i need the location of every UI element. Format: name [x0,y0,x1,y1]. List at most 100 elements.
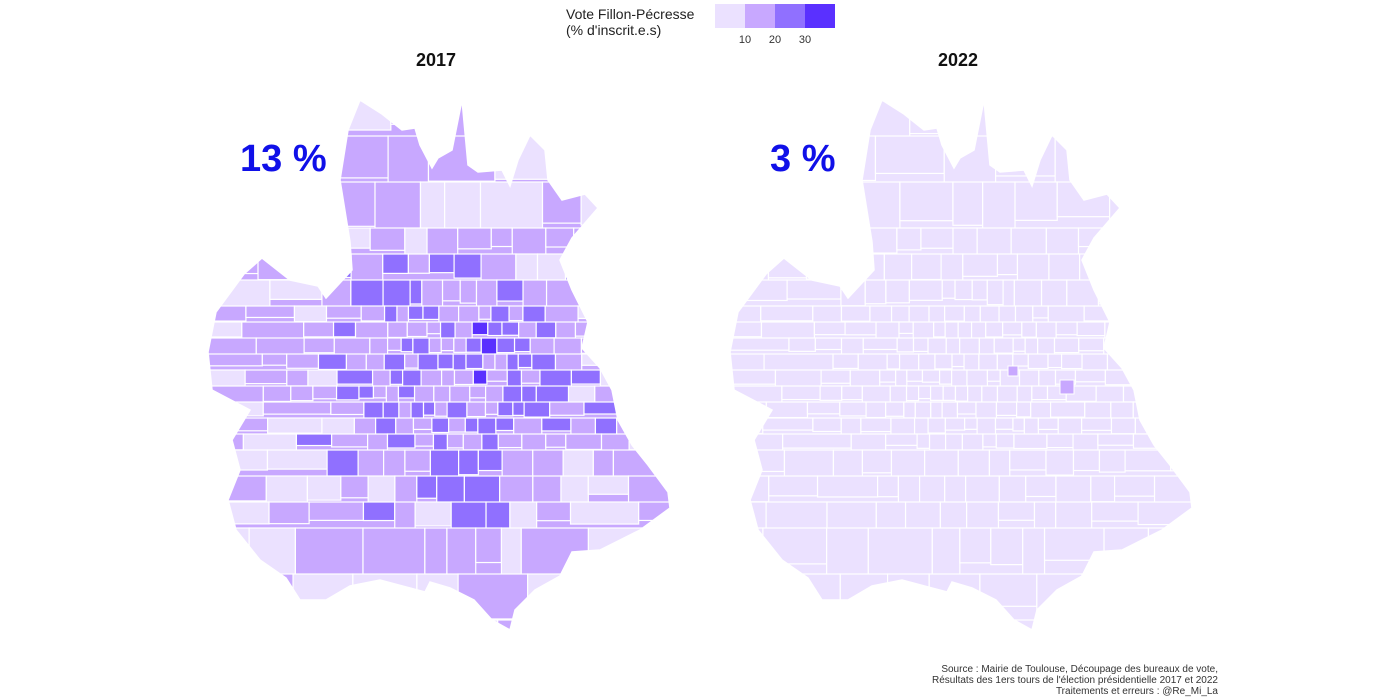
district-cell [666,385,670,401]
district-cell [545,279,583,309]
district-cell [1045,227,1080,257]
district-cell [1124,253,1167,274]
district-cell [1200,228,1202,258]
district-cell [1113,475,1156,497]
district-cell [590,100,634,136]
district-cell [1081,417,1113,431]
legend-tick: 30 [798,34,812,46]
district-cell [412,417,433,431]
district-cell [536,501,572,522]
district-cell [1035,321,1057,340]
district-cell [861,385,891,403]
district-cell [762,527,828,565]
district-cell [332,321,357,338]
district-cell [303,321,335,338]
district-cell [1140,353,1171,367]
district-cell [1134,369,1161,391]
district-cell [508,305,524,322]
district-cell [208,369,246,388]
district-cell [262,385,292,403]
district-cell [886,353,901,370]
district-cell [632,369,670,388]
district-cell [839,401,867,417]
district-cell [298,253,320,285]
district-cell [573,227,628,248]
district-cell [918,353,936,371]
district-cell [638,501,670,522]
district-cell [994,135,1056,177]
district-cell [941,401,959,421]
stat-2022: 3 % [770,138,836,180]
district-cell [340,475,369,499]
district-cell [1058,619,1114,630]
district-cell [730,401,767,421]
district-cell [422,305,440,321]
district-cell [628,433,670,451]
district-cell [494,353,508,371]
district-cell [339,100,392,131]
map-border [207,98,671,632]
district-cell [245,573,294,613]
district-cell [482,353,496,371]
district-cell [1097,135,1152,176]
district-cell [437,353,454,370]
district-cell [944,475,967,505]
district-cell [424,527,448,577]
district-cell [763,353,834,372]
district-cell [485,501,511,531]
district-cell [1009,449,1047,471]
district-cell [768,475,819,497]
district-cell [289,227,344,261]
district-cell [1110,417,1136,435]
district-cell [626,227,670,252]
district-cell [565,433,603,451]
panel-title-2022: 2022 [938,50,979,70]
district-cell [268,501,310,525]
district-cell [805,253,864,280]
district-cell [840,305,871,322]
district-cell [658,449,670,477]
district-cell [535,321,557,339]
district-cell [541,417,572,432]
district-cell [208,449,269,471]
district-cell [539,369,572,388]
district-cell [255,337,305,356]
district-cell [1171,337,1192,356]
district-cell [1155,227,1192,253]
map-border [729,98,1193,632]
district-cell [914,401,932,420]
district-cell [1102,253,1127,274]
district-cell [1134,417,1177,435]
district-cell [446,401,468,420]
district-cell [1175,417,1192,436]
district-cell [550,100,592,149]
district-cell [1053,337,1080,354]
district-cell [529,337,555,356]
district-cell [1153,475,1192,506]
district-cell [1104,369,1137,386]
district-cell [665,279,670,302]
district-cell [1142,279,1185,300]
district-cell [416,475,438,499]
district-cell [1002,321,1023,336]
district-cell [500,527,522,577]
district-cell [1170,449,1192,472]
district-cell [208,501,270,525]
district-cell [1037,417,1059,431]
district-cell [1124,449,1172,472]
district-cell [286,369,309,387]
district-cell [208,417,269,432]
district-cell [1155,321,1192,341]
district-cell [570,369,602,385]
district-cell [357,449,385,477]
district-cell [951,369,968,389]
district-cell [522,279,548,311]
district-cell [441,279,461,302]
district-cell [308,501,365,521]
district-cell [433,385,451,404]
district-cell [326,449,359,481]
district-cell [374,181,422,236]
district-cell [454,321,473,339]
district-cell [1025,475,1057,498]
district-cell [944,321,959,341]
